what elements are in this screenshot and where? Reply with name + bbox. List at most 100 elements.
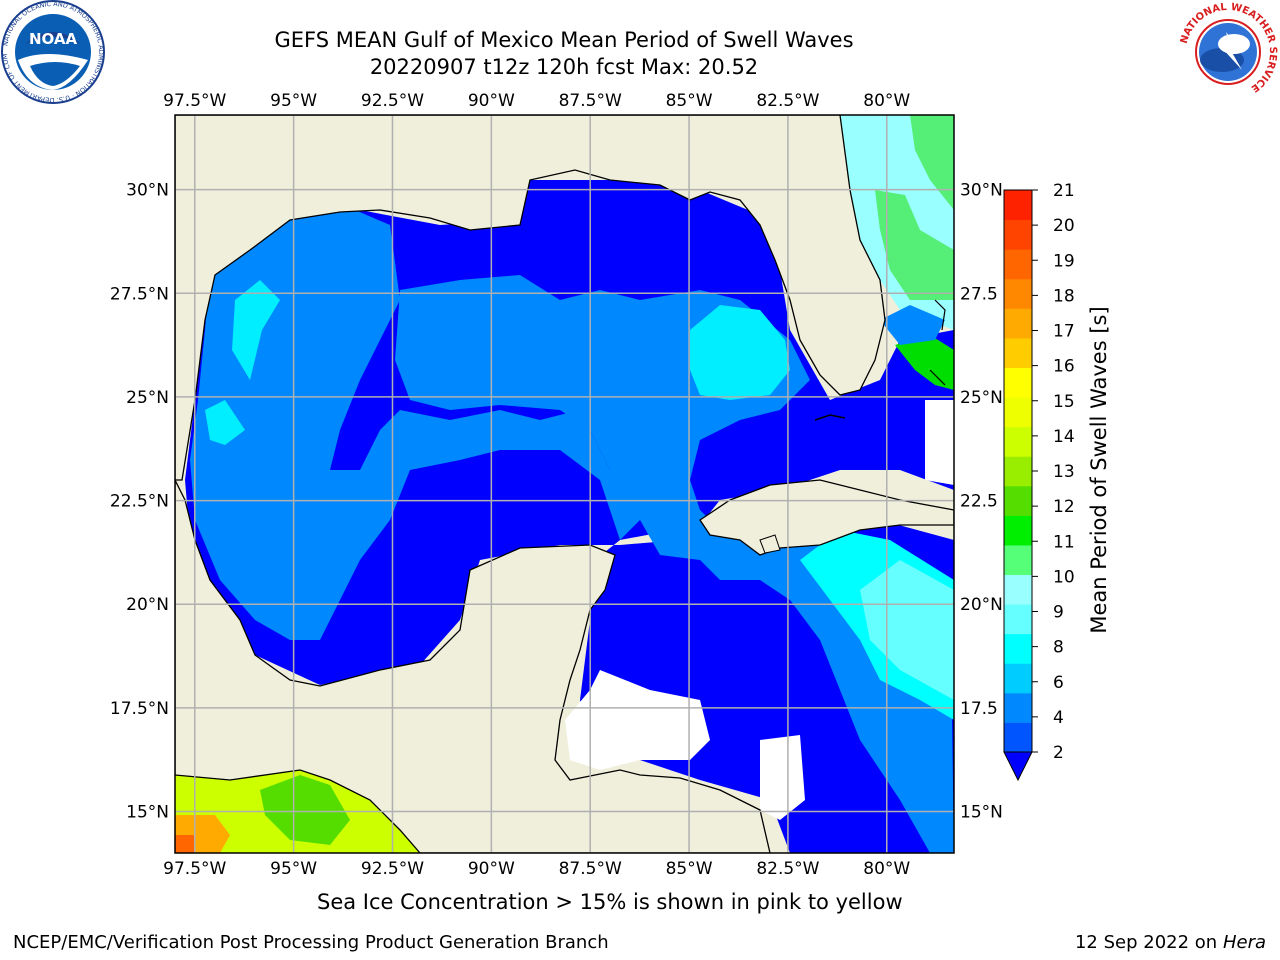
colorbar-tick-label: 13 bbox=[1053, 462, 1075, 482]
lon-tick-top: 97.5°W bbox=[163, 91, 226, 111]
lon-tick-top: 87.5°W bbox=[559, 91, 622, 111]
colorbar-label: Mean Period of Swell Waves [s] bbox=[1087, 306, 1111, 633]
lat-tick-right: 22.5 bbox=[960, 492, 998, 512]
colorbar-tick-label: 12 bbox=[1053, 497, 1075, 517]
colorbar-tick-label: 20 bbox=[1053, 216, 1075, 236]
map-frame bbox=[174, 114, 955, 854]
lon-tick-bottom: 82.5°W bbox=[756, 859, 819, 879]
lat-tick-left: 17.5°N bbox=[110, 699, 169, 719]
lon-tick-top: 80°W bbox=[863, 91, 910, 111]
water-atlantic-green-north bbox=[910, 115, 954, 210]
water-mid-blue-west bbox=[190, 210, 640, 640]
colorbar-tick-label: 15 bbox=[1053, 392, 1075, 412]
colorbar-swatch bbox=[1004, 308, 1032, 339]
water-atlantic-green bbox=[875, 190, 954, 300]
lon-tick-top: 82.5°W bbox=[756, 91, 819, 111]
water-bahamas-blue bbox=[880, 305, 945, 345]
date-stamp: 12 Sep 2022 on Hera bbox=[1075, 932, 1266, 953]
water-bahamas-green bbox=[895, 335, 954, 390]
no-data-gap-yucatan bbox=[565, 670, 710, 770]
colorbar-swatch bbox=[1004, 397, 1032, 428]
land-isla-juventud bbox=[759, 534, 781, 554]
land-mexico-central-america bbox=[175, 479, 771, 853]
colorbar-tick-label: 17 bbox=[1053, 322, 1075, 342]
colorbar-swatch bbox=[1004, 249, 1032, 280]
lat-tick-left: 30°N bbox=[126, 181, 169, 201]
lat-labels-right: 30°N 27.5 25°N 22.5 20°N 17.5 15°N bbox=[960, 181, 1003, 823]
no-data-gap-east bbox=[925, 400, 954, 485]
lon-tick-top: 92.5°W bbox=[361, 91, 424, 111]
credit-text: NCEP/EMC/Verification Post Processing Pr… bbox=[13, 932, 609, 953]
lon-tick-top: 95°W bbox=[270, 91, 317, 111]
colorbar-swatch bbox=[1004, 663, 1032, 694]
chart-title: GEFS MEAN Gulf of Mexico Mean Period of … bbox=[274, 28, 854, 52]
colorbar-tick-label: 19 bbox=[1053, 251, 1075, 271]
lat-tick-right: 27.5 bbox=[960, 284, 998, 304]
lat-tick-right: 20°N bbox=[960, 595, 1003, 615]
colorbar-swatch bbox=[1004, 515, 1032, 546]
lon-tick-bottom: 92.5°W bbox=[361, 859, 424, 879]
lon-tick-bottom: 85°W bbox=[666, 859, 713, 879]
colorbar-tick-label: 14 bbox=[1053, 427, 1075, 447]
bahamas-islands bbox=[934, 299, 946, 331]
chart-subtitle: 20220907 t12z 120h fcst Max: 20.52 bbox=[369, 55, 759, 79]
florida-keys bbox=[814, 414, 846, 421]
swell-period-field bbox=[175, 115, 954, 853]
water-pacific-red bbox=[175, 835, 195, 853]
map-gridlines bbox=[175, 115, 954, 853]
lat-tick-right: 17.5 bbox=[960, 699, 998, 719]
colorbar-swatch bbox=[1004, 544, 1032, 576]
lon-tick-bottom: 87.5°W bbox=[559, 859, 622, 879]
nws-logo: NATIONAL WEATHER SERVICE bbox=[1179, 2, 1278, 101]
colorbar-tick-label: 8 bbox=[1053, 638, 1064, 658]
water-pacific-green bbox=[260, 775, 350, 845]
lon-labels-top: 97.5°W 95°W 92.5°W 90°W 87.5°W 85°W 82.5°W 80°W bbox=[163, 91, 910, 111]
water-light-cyan-caribbean bbox=[860, 560, 954, 700]
colorbar-swatch bbox=[1004, 190, 1032, 221]
colorbar-tick-label: 18 bbox=[1053, 286, 1075, 306]
lat-tick-left: 25°N bbox=[126, 388, 169, 408]
colorbar-swatch bbox=[1004, 692, 1032, 723]
colorbar-swatch bbox=[1004, 604, 1032, 635]
lat-tick-left: 20°N bbox=[126, 595, 169, 615]
colorbar-swatch bbox=[1004, 456, 1032, 487]
colorbar-swatch bbox=[1004, 485, 1032, 516]
land-north-america bbox=[175, 115, 886, 481]
lat-tick-right: 15°N bbox=[960, 803, 1003, 823]
colorbar-swatch bbox=[1004, 722, 1032, 753]
date-text: 12 Sep 2022 on bbox=[1074, 932, 1218, 953]
colorbar-swatch bbox=[1004, 219, 1032, 250]
colorbar-tick-label: 21 bbox=[1053, 181, 1075, 201]
no-data-gap-caribbean bbox=[760, 735, 805, 820]
lat-tick-left: 15°N bbox=[126, 803, 169, 823]
lon-tick-top: 85°W bbox=[666, 91, 713, 111]
lat-tick-left: 27.5°N bbox=[110, 284, 169, 304]
noaa-logo-text: NOAA bbox=[29, 30, 78, 48]
lon-tick-top: 90°W bbox=[468, 91, 515, 111]
colorbar-tick-label: 11 bbox=[1053, 532, 1075, 552]
colorbar-swatch bbox=[1004, 337, 1032, 368]
lat-tick-right: 25°N bbox=[960, 388, 1003, 408]
lon-tick-bottom: 95°W bbox=[270, 859, 317, 879]
lon-tick-bottom: 97.5°W bbox=[163, 859, 226, 879]
water-cyan-central bbox=[690, 305, 790, 400]
colorbar-tick-label: 9 bbox=[1053, 603, 1064, 623]
colorbar-swatch bbox=[1004, 367, 1032, 398]
water-cyan-west-2 bbox=[205, 400, 245, 445]
colorbar-tick-label: 4 bbox=[1053, 708, 1064, 728]
colorbar-tick-label: 16 bbox=[1053, 357, 1075, 377]
sea-ice-note: Sea Ice Concentration > 15% is shown in … bbox=[317, 890, 903, 914]
noaa-logo: NATIONAL OCEANIC AND ATMOSPHERIC ADMINIS… bbox=[0, 0, 105, 104]
land-cuba bbox=[699, 479, 954, 556]
colorbar-tick-label: 2 bbox=[1053, 743, 1064, 763]
water-cyan-west bbox=[232, 280, 280, 380]
lat-labels-left: 30°N 27.5°N 25°N 22.5°N 20°N 17.5°N 15°N bbox=[110, 181, 169, 823]
colorbar-swatch bbox=[1004, 574, 1032, 605]
colorbar-tick-label: 10 bbox=[1053, 567, 1075, 587]
lat-tick-right: 30°N bbox=[960, 181, 1003, 201]
colorbar-extend-triangle bbox=[1003, 751, 1033, 782]
lat-tick-left: 22.5°N bbox=[110, 492, 169, 512]
lon-labels-bottom: 97.5°W 95°W 92.5°W 90°W 87.5°W 85°W 82.5°W 80°W bbox=[163, 859, 910, 879]
colorbar-swatch bbox=[1004, 633, 1032, 664]
lon-tick-bottom: 90°W bbox=[468, 859, 515, 879]
